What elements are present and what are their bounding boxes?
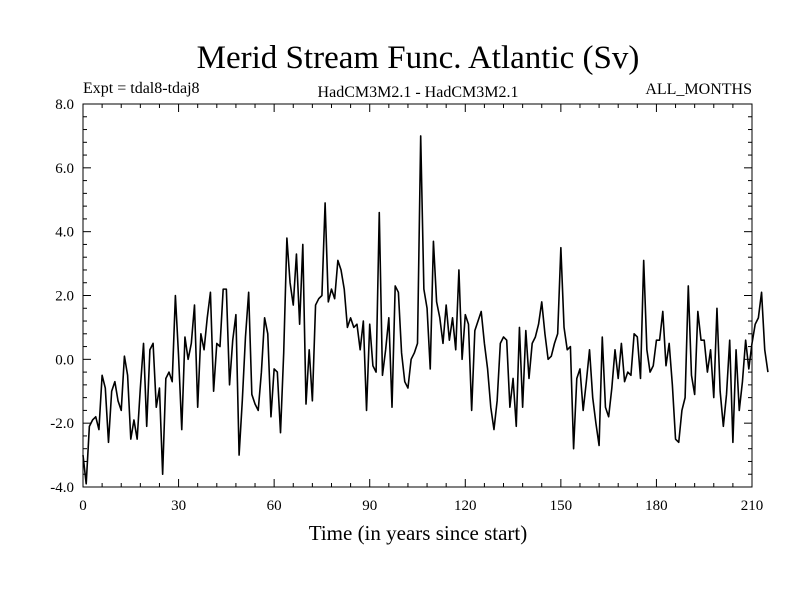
model-label: HadCM3M2.1 - HadCM3M2.1 (318, 84, 519, 101)
x-tick-label: 0 (79, 498, 87, 514)
chart-title: Merid Stream Func. Atlantic (Sv) (197, 40, 640, 76)
x-tick-label: 150 (550, 498, 573, 514)
plot-axes: 0 30 60 90 120 150 180 210 -4.0 -2.0 0.0 2.0 4.0 6.0 8… (50, 97, 763, 514)
y-tick-label: -4.0 (50, 480, 74, 496)
data-series (82, 135, 769, 485)
y-tick-label: 8.0 (55, 97, 74, 113)
y-tick-label: -2.0 (50, 416, 74, 432)
y-tick-label: 6.0 (55, 161, 74, 177)
x-tick-label: 120 (454, 498, 477, 514)
x-tick-label: 30 (171, 498, 186, 514)
x-tick-label: 90 (362, 498, 377, 514)
x-axis-label: Time (in years since start) (309, 521, 528, 545)
y-tick-label: 4.0 (55, 225, 74, 241)
months-label: ALL_MONTHS (645, 81, 752, 98)
x-tick-label: 60 (267, 498, 282, 514)
y-tick-label: 2.0 (55, 289, 74, 305)
y-tick-label: 0.0 (55, 352, 74, 368)
series-line (82, 135, 769, 485)
experiment-label: Expt = tdal8-tdaj8 (83, 80, 200, 97)
x-tick-label: 210 (741, 498, 764, 514)
x-tick-label: 180 (645, 498, 668, 514)
